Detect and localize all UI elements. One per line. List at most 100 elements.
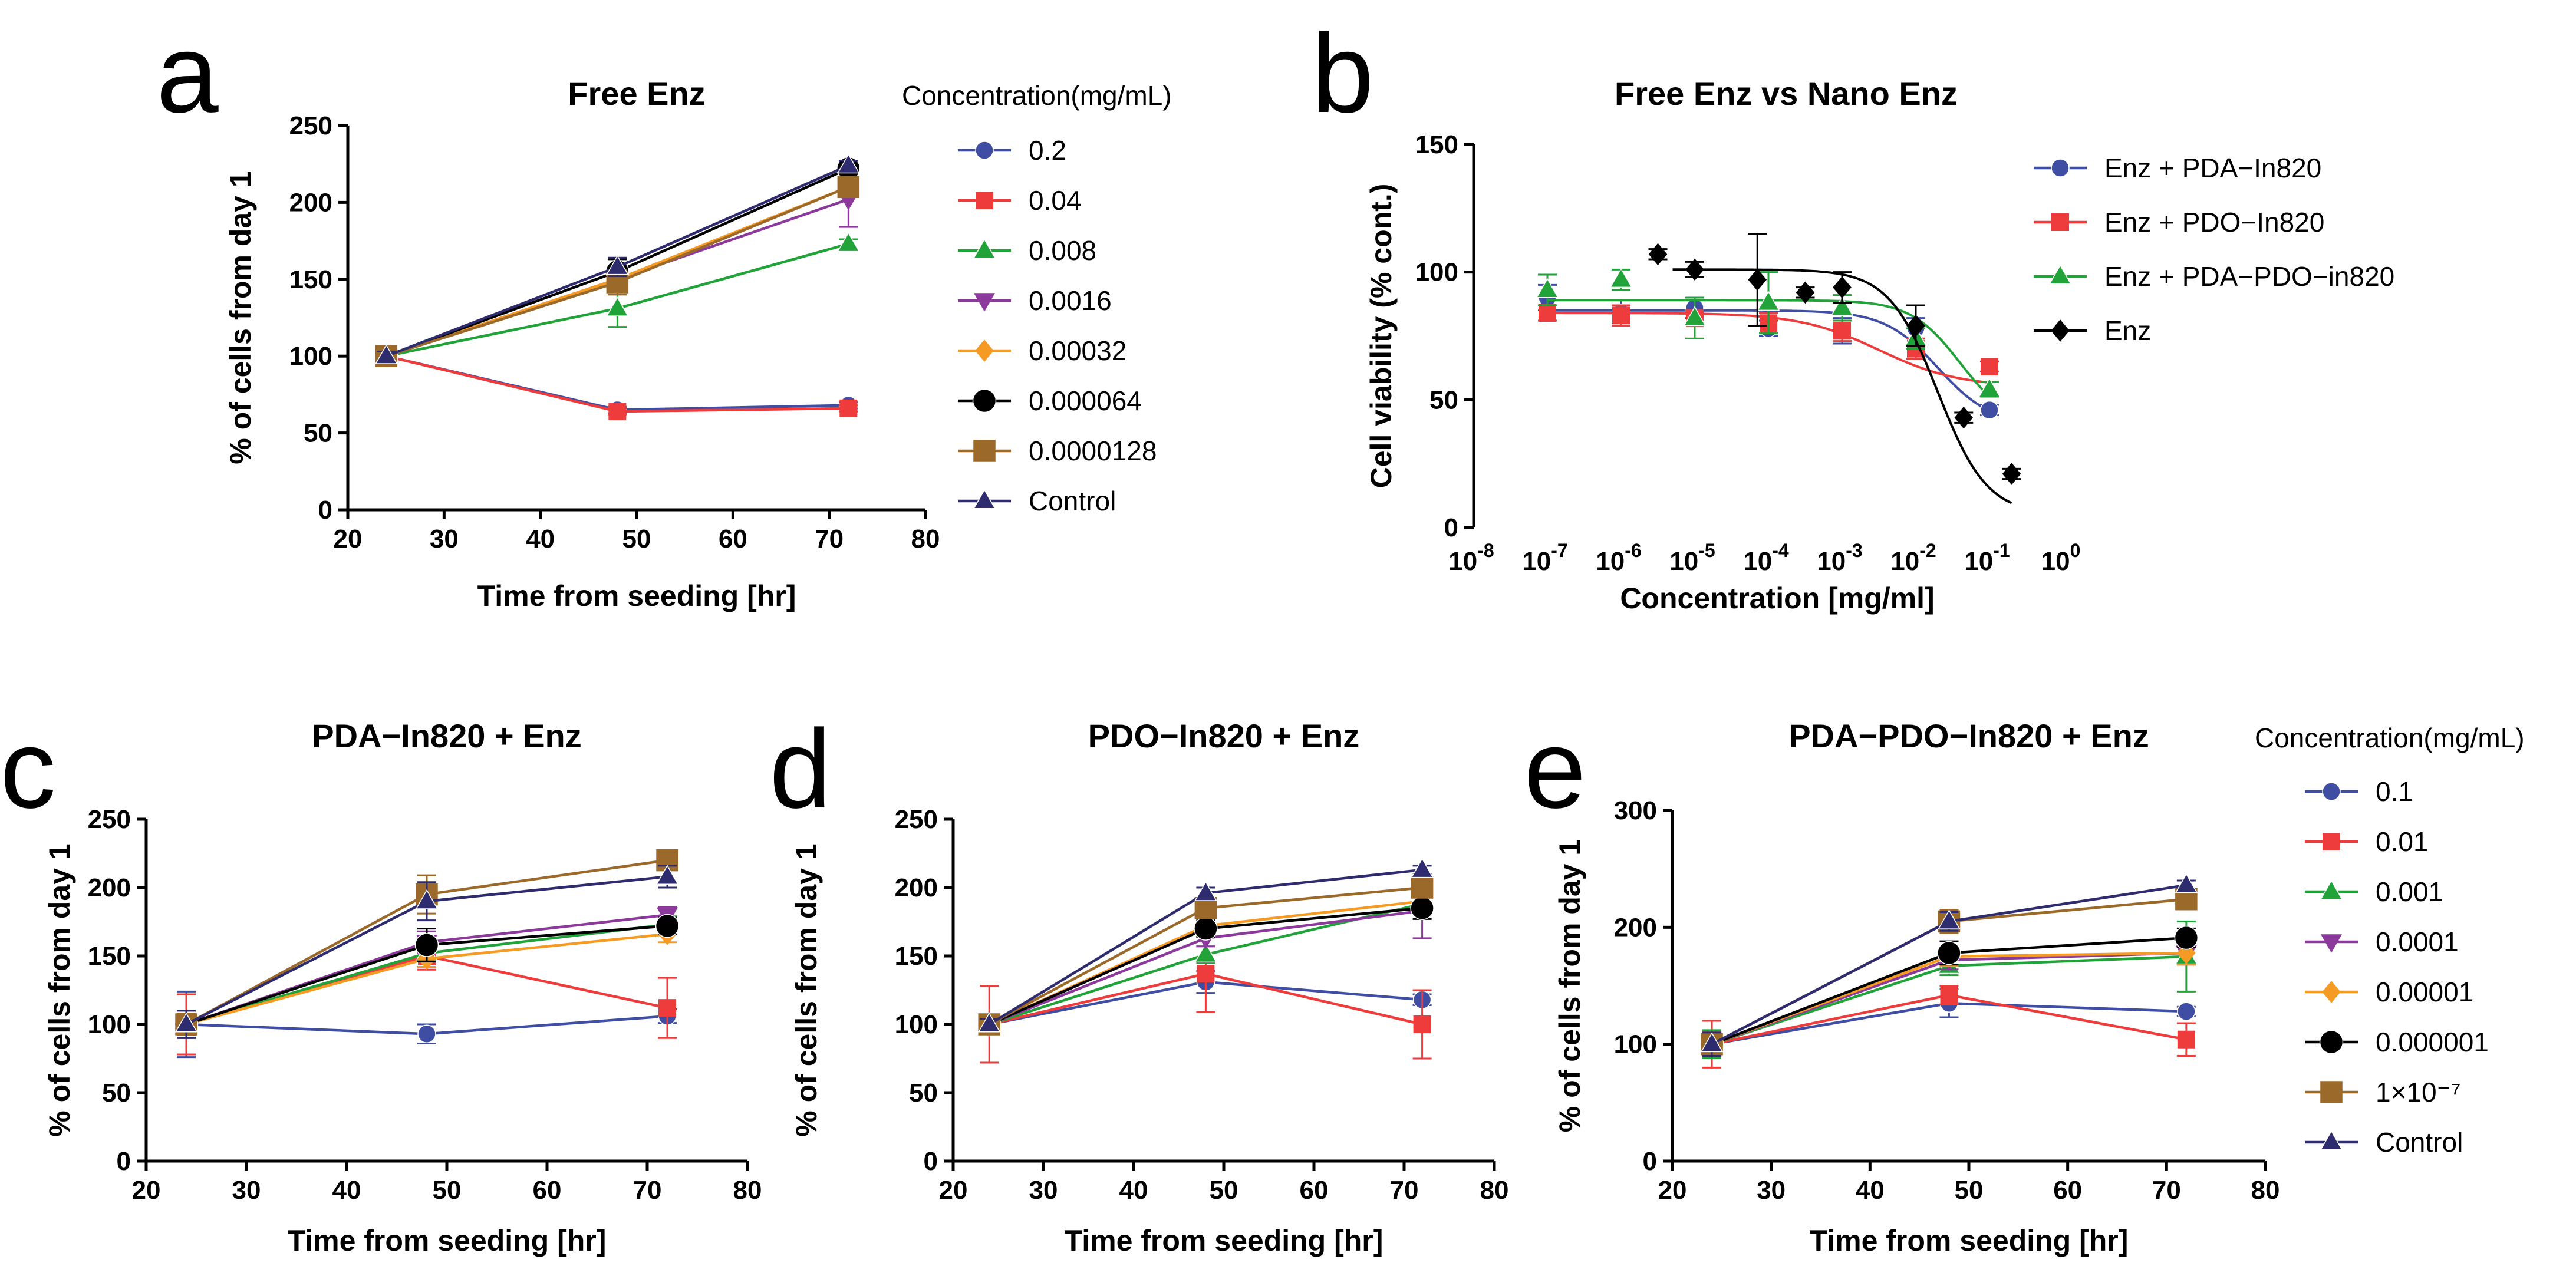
data-point (1685, 258, 1704, 281)
legend-label: 0.1 (2376, 776, 2413, 807)
x-tick-label: 60 (719, 525, 747, 553)
legend-label: Control (1029, 486, 1116, 516)
y-tick-label: 100 (1415, 258, 1458, 287)
tick-base: 10 (1522, 547, 1551, 576)
tick-base: 10 (1817, 547, 1846, 576)
x-tick-label: 10-6 (1596, 540, 1641, 576)
panel-label: b (1312, 11, 1374, 136)
x-tick-label: 70 (2152, 1176, 2181, 1205)
panel-a: a Free Enz 0 50 100 150 200 250 20 30 40 50 60 70 80 Ti… (156, 11, 1172, 612)
legend-title: Concentration(mg/mL) (902, 80, 1172, 111)
y-tick-label: 200 (1614, 913, 1657, 942)
data-point (658, 999, 676, 1017)
x-axis-label: Time from seeding [hr] (477, 579, 796, 612)
chart-title: PDO−In820 + Enz (1088, 717, 1360, 754)
y-tick-label: 250 (289, 111, 332, 140)
data-point (608, 403, 627, 421)
data-point (1833, 276, 1852, 299)
data-point (1413, 1015, 1431, 1033)
data-point (837, 232, 860, 252)
x-tick-label: 20 (939, 1176, 968, 1205)
data-point (977, 1012, 1001, 1033)
x-tick-label: 10-3 (1817, 540, 1862, 576)
data-point (655, 914, 680, 938)
x-tick-label: 40 (1119, 1176, 1148, 1205)
data-point (415, 889, 439, 909)
panel-c: c PDA−In820 + Enz 0 50 100 150 200 250 20 30 40 50 6… (0, 707, 762, 1257)
data-point (1194, 942, 1217, 963)
legend-label: 0.04 (1029, 185, 1082, 216)
y-axis-label: % of cells from day 1 (224, 171, 257, 464)
y-tick-label: 150 (895, 942, 938, 971)
tick-base: 10 (1669, 547, 1698, 576)
legend-label: 0.2 (1029, 135, 1066, 166)
data-point (2174, 925, 2199, 950)
chart-title: PDA−In820 + Enz (312, 717, 582, 754)
chart-title: PDA−PDO−In820 + Enz (1788, 717, 2149, 754)
x-tick-label: 10-5 (1669, 540, 1715, 576)
data-point (606, 255, 629, 275)
legend-label: 0.0001 (2376, 926, 2459, 957)
tick-exponent: -3 (1846, 540, 1862, 561)
y-tick-label: 50 (102, 1079, 131, 1107)
data-point (1757, 291, 1780, 311)
x-tick-label: 10-2 (1890, 540, 1936, 576)
tick-base: 10 (2041, 547, 2070, 576)
legend-marker (2320, 1081, 2343, 1103)
legend-marker (2321, 934, 2342, 953)
y-tick-label: 50 (909, 1079, 938, 1107)
y-tick-label: 250 (895, 805, 938, 834)
tick-exponent: -4 (1772, 540, 1789, 561)
x-tick-label: 80 (2251, 1176, 2280, 1205)
x-tick-label: 20 (1658, 1176, 1687, 1205)
data-point (839, 399, 858, 417)
legend: Enz + PDA−In820 Enz + PDO−In820 Enz + PDA−… (2034, 153, 2394, 346)
y-tick-label: 100 (1614, 1030, 1657, 1059)
legend-label: Enz + PDA−PDO−in820 (2104, 261, 2394, 292)
data-point (2002, 463, 2021, 485)
data-point (2177, 1030, 2195, 1049)
x-tick-label: 30 (1757, 1176, 1786, 1205)
legend-marker (975, 339, 994, 362)
x-tick-label: 20 (132, 1176, 161, 1205)
y-tick-label: 0 (117, 1147, 131, 1176)
data-point (2177, 1002, 2196, 1021)
legend-label: Enz + PDA−In820 (2104, 153, 2321, 183)
legend-marker (974, 293, 995, 312)
legend: Concentration(mg/mL) 0.1 0.01 0.001 0.0001 0.… (2255, 723, 2525, 1158)
data-point (837, 153, 860, 174)
series-Control (1700, 873, 2198, 1057)
x-tick-label: 30 (232, 1176, 261, 1205)
y-tick-label: 50 (304, 419, 332, 448)
legend-marker (2051, 159, 2070, 177)
x-tick-label: 30 (430, 525, 459, 553)
y-tick-label: 150 (289, 265, 332, 294)
chart-title: Free Enz vs Nano Enz (1615, 75, 1958, 112)
data-point (1796, 281, 1815, 304)
tick-exponent: -2 (1919, 540, 1936, 561)
x-tick-label: 50 (622, 525, 651, 553)
tick-exponent: -6 (1625, 540, 1641, 561)
data-point (655, 865, 679, 885)
y-tick-label: 50 (1429, 385, 1458, 414)
data-point (1981, 358, 1998, 375)
x-axis-label: Concentration [mg/ml] (1620, 582, 1934, 615)
y-axis-label: % of cells from day 1 (43, 843, 76, 1136)
chart-title: Free Enz (568, 75, 705, 112)
data-point (414, 933, 439, 957)
panel-label: c (0, 707, 56, 832)
x-tick-label: 50 (1210, 1176, 1238, 1205)
panel-label: a (156, 11, 219, 136)
data-point (174, 1012, 198, 1033)
legend-marker (973, 238, 996, 259)
x-tick-label: 40 (526, 525, 555, 553)
y-tick-label: 150 (1415, 130, 1458, 159)
x-tick-label: 10-8 (1448, 540, 1494, 576)
x-tick-label: 80 (1480, 1176, 1509, 1205)
data-point (1937, 941, 1961, 965)
y-tick-label: 150 (88, 942, 131, 971)
data-point (1536, 278, 1559, 298)
data-point (2175, 873, 2198, 893)
